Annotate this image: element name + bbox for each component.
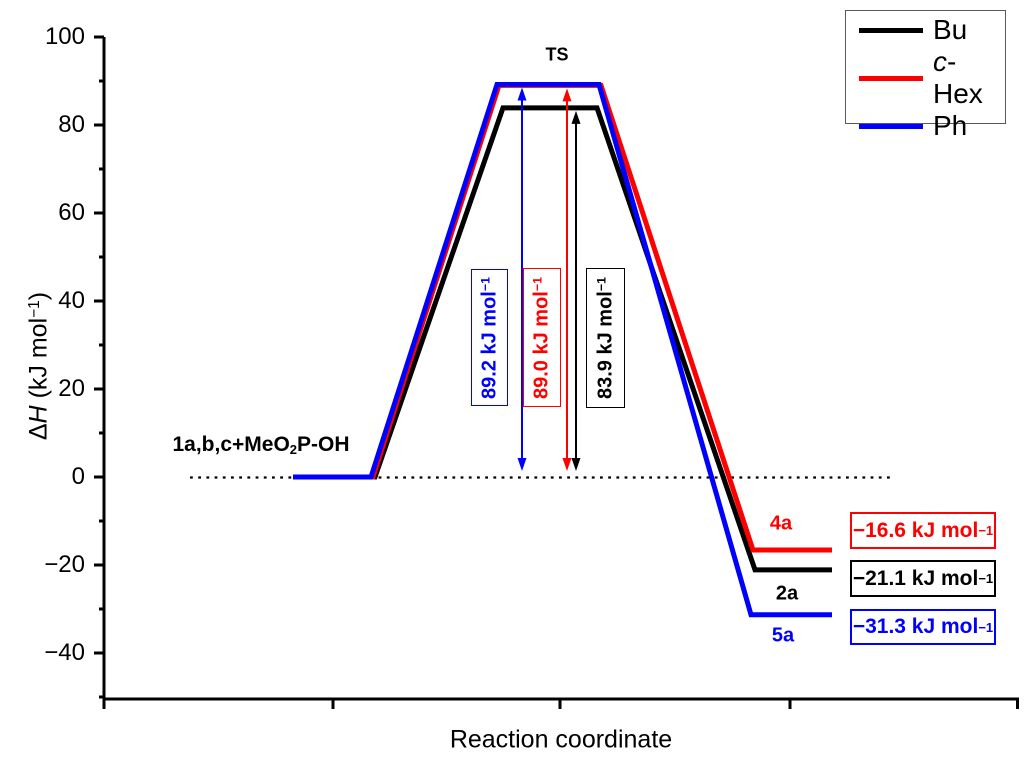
legend-item-bu: Bu (846, 14, 1005, 46)
barrier-superscript: −1 (477, 276, 492, 291)
product-value-text: −31.3 kJ mol (852, 615, 979, 638)
legend-label-italic: c (933, 46, 947, 77)
legend: Bu c-Hex Ph (845, 10, 1006, 141)
legend-line-sample-bu (859, 27, 923, 33)
y-tick-label: 40 (58, 287, 85, 314)
product-value-box-4a: −16.6 kJ mol −1 (850, 512, 996, 549)
y-title-close: ) (24, 291, 53, 301)
reactant-label-pre: 1a,b,c+MeO (172, 432, 290, 456)
y-axis-title: ΔH (kJ mol−1) (25, 292, 54, 440)
legend-line-sample-chex (859, 75, 923, 81)
y-title-delta: Δ (24, 423, 53, 441)
legend-label-ph: Ph (933, 110, 967, 142)
product-value-text: −21.1 kJ mol (852, 566, 979, 590)
barrier-value-chex: 89.0 kJ mol−1 (530, 277, 553, 399)
product-label-4a: 4a (769, 512, 793, 535)
y-title-unit: (kJ mol (24, 317, 53, 406)
legend-label-text: Bu (933, 14, 968, 45)
barrier-box-ph: 89.2 kJ mol−1 (471, 269, 508, 406)
product-label-2a: 2a (775, 582, 799, 605)
legend-label-text: Ph (933, 110, 968, 141)
x-axis-ticks (102, 699, 1019, 709)
barrier-text: 83.9 kJ mol (594, 291, 617, 399)
y-tick-label: 80 (58, 111, 85, 138)
y-tick-label: 100 (44, 23, 85, 50)
y-tick-label: 0 (71, 463, 85, 490)
barrier-box-chex: 89.0 kJ mol−1 (523, 268, 561, 407)
y-title-h: H (24, 405, 53, 424)
product-label-5a: 5a (771, 624, 795, 647)
energy-level-lines (293, 82, 832, 618)
barrier-value-ph: 89.2 kJ mol−1 (478, 277, 501, 399)
reactant-label: 1a,b,c+MeO2P-OH (172, 433, 349, 457)
y-tick-label: 20 (58, 375, 85, 402)
legend-item-chex: c-Hex (846, 46, 1005, 110)
reactant-label-subscript: 2 (289, 442, 298, 458)
y-tick-label: −40 (44, 639, 85, 666)
barrier-arrows (517, 87, 581, 471)
legend-label-text: -Hex (933, 46, 983, 109)
y-tick-label: −20 (44, 551, 85, 578)
legend-line-sample-ph (859, 123, 923, 129)
legend-item-ph: Ph (846, 110, 1005, 142)
x-axis-title: Reaction coordinate (449, 725, 673, 754)
barrier-arrow-ph (517, 87, 527, 471)
barrier-arrow-bu (571, 110, 581, 471)
barrier-text: 89.0 kJ mol (530, 290, 553, 399)
barrier-arrow-c-hex (562, 88, 572, 471)
energy-profile-ph (293, 82, 832, 618)
product-value-box-5a: −31.3 kJ mol −1 (850, 609, 996, 645)
product-value-text: −16.6 kJ mol (852, 518, 979, 542)
legend-label-chex: c-Hex (933, 46, 1005, 110)
barrier-text: 89.2 kJ mol (478, 290, 501, 399)
product-value-superscript: −1 (978, 571, 994, 586)
reactant-label-post: P-OH (297, 432, 350, 456)
y-axis-ticks (94, 35, 104, 699)
y-tick-label: 60 (58, 199, 85, 226)
energy-profile-c-hex (293, 82, 832, 553)
barrier-superscript: −1 (593, 277, 608, 292)
ts-label: TS (545, 44, 569, 65)
legend-label-bu: Bu (933, 14, 967, 46)
barrier-value-bu: 83.9 kJ mol−1 (594, 277, 617, 399)
y-title-superscript: −1 (25, 300, 43, 318)
barrier-superscript: −1 (530, 276, 545, 291)
product-value-superscript: −1 (978, 619, 994, 635)
product-value-superscript: −1 (978, 523, 994, 538)
barrier-box-bu: 83.9 kJ mol−1 (586, 268, 625, 408)
product-value-box-2a: −21.1 kJ mol −1 (850, 560, 996, 597)
energy-profile-bu (293, 105, 832, 573)
